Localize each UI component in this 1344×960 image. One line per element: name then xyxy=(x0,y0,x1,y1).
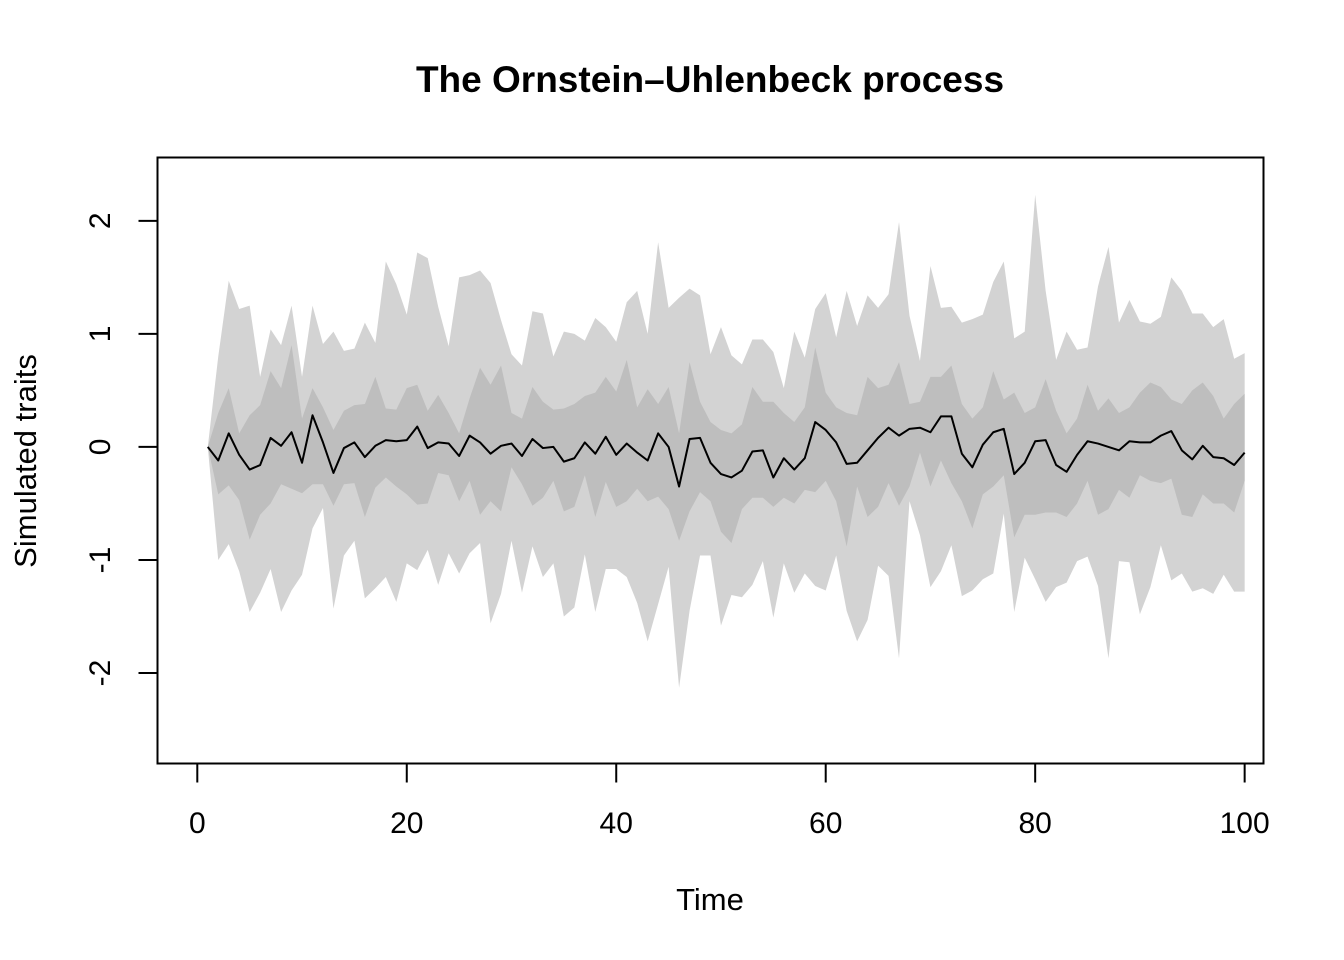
mean-trait-line xyxy=(206,414,1246,488)
x-tick-label: 100 xyxy=(1220,807,1270,840)
bands-layer xyxy=(207,194,1245,688)
y-axis-label: Simulated traits xyxy=(8,354,43,568)
x-tick-label: 80 xyxy=(1018,807,1051,840)
x-tick-label: 20 xyxy=(390,807,423,840)
x-tick-label: 60 xyxy=(809,807,842,840)
x-tick-label: 40 xyxy=(600,807,633,840)
y-tick-label: -2 xyxy=(84,660,117,687)
y-tick-label: 0 xyxy=(84,439,117,456)
y-axis: -2 -1 0 1 2 xyxy=(84,212,159,687)
x-axis: 0 20 40 60 80 100 xyxy=(189,762,1270,840)
y-tick-label: 1 xyxy=(84,326,117,343)
inner-band-area xyxy=(207,345,1245,547)
y-tick-label: 2 xyxy=(84,212,117,229)
x-tick-label: 0 xyxy=(189,807,206,840)
y-tick-label: -1 xyxy=(84,547,117,574)
chart-title: The Ornstein–Uhlenbeck process xyxy=(416,59,1004,100)
x-axis-label: Time xyxy=(676,882,744,917)
lines-layer xyxy=(206,414,1246,488)
